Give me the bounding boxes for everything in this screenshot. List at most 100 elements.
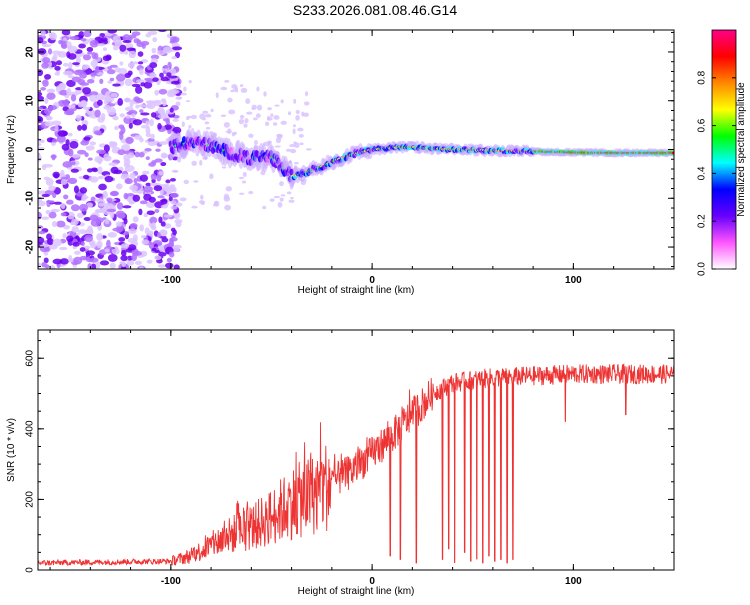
noise-blob <box>169 68 177 75</box>
noise-blob <box>225 186 232 192</box>
noise-blob <box>145 120 150 126</box>
top-x-tick-label: 100 <box>565 275 582 286</box>
noise-blob <box>124 78 133 87</box>
noise-blob <box>168 240 174 248</box>
noise-blob <box>160 76 169 82</box>
noise-blob <box>170 177 176 182</box>
noise-blob <box>69 35 80 41</box>
noise-blob <box>264 121 270 127</box>
noise-blob <box>279 181 284 187</box>
noise-blob <box>121 249 127 257</box>
noise-blob <box>52 171 60 178</box>
noise-blob <box>131 254 137 262</box>
noise-blob <box>154 89 160 96</box>
noise-blob <box>71 161 76 165</box>
noise-blob <box>60 212 67 217</box>
noise-blob <box>131 113 136 118</box>
noise-blob <box>175 96 183 100</box>
noise-blob <box>181 121 185 128</box>
noise-blob <box>242 171 247 177</box>
noise-blob <box>151 222 156 229</box>
noise-blob <box>51 120 62 126</box>
noise-blob <box>44 121 54 127</box>
noise-blob <box>79 187 88 194</box>
noise-blob <box>146 79 155 83</box>
noise-blob <box>67 75 75 79</box>
noise-blob <box>139 174 149 182</box>
noise-blob <box>168 196 173 202</box>
noise-blob <box>60 179 68 185</box>
noise-blob <box>125 115 131 119</box>
noise-blob <box>214 200 220 207</box>
noise-blob <box>99 260 110 266</box>
noise-blob <box>54 72 60 76</box>
noise-blob <box>183 179 190 185</box>
noise-blob <box>55 85 61 93</box>
noise-blob <box>70 94 77 102</box>
noise-blob <box>50 208 60 213</box>
noise-blob <box>119 132 124 141</box>
noise-blob <box>121 261 126 268</box>
noise-blob <box>73 185 79 194</box>
noise-blob <box>98 202 106 207</box>
noise-blob <box>90 72 97 77</box>
noise-blob <box>159 141 169 145</box>
noise-blob <box>38 95 45 102</box>
noise-blob <box>67 177 78 185</box>
noise-blob <box>160 221 166 227</box>
noise-blob <box>62 233 67 239</box>
noise-blob <box>44 108 52 115</box>
noise-blob <box>71 226 79 233</box>
noise-blob <box>280 194 286 197</box>
noise-blob <box>179 197 187 202</box>
noise-blob <box>78 31 85 39</box>
noise-blob <box>273 115 280 120</box>
noise-blob <box>147 230 154 237</box>
noise-blob <box>77 149 87 155</box>
noise-blob <box>295 115 300 121</box>
noise-blob <box>143 212 149 218</box>
noise-blob <box>204 121 210 125</box>
noise-blob <box>154 208 160 213</box>
noise-blob <box>77 229 88 234</box>
bottom-plot-frame <box>37 329 675 571</box>
noise-blob <box>102 47 108 52</box>
noise-blob <box>94 261 101 269</box>
noise-blob <box>113 169 123 174</box>
noise-blob <box>69 140 79 149</box>
noise-blob <box>170 192 179 198</box>
noise-blob <box>112 35 121 44</box>
noise-blob <box>293 142 300 148</box>
noise-blob <box>103 104 111 110</box>
noise-blob <box>160 204 168 209</box>
noise-blob <box>38 91 43 97</box>
noise-blob <box>77 124 83 131</box>
noise-blob <box>128 50 137 59</box>
noise-blob <box>209 173 214 180</box>
noise-blob <box>62 62 69 67</box>
noise-blob <box>279 197 284 202</box>
noise-blob <box>62 70 73 76</box>
noise-blob <box>38 111 42 117</box>
noise-blob <box>91 51 97 59</box>
noise-blob <box>40 30 46 37</box>
noise-blob <box>89 39 99 48</box>
noise-blob <box>269 198 275 202</box>
noise-blob <box>62 161 73 168</box>
noise-blob <box>89 176 99 183</box>
noise-blob <box>42 79 49 87</box>
noise-blob <box>139 224 145 232</box>
noise-blob <box>90 242 97 249</box>
colorbar-tick-label: 0.6 <box>697 118 708 132</box>
noise-blob <box>221 166 227 169</box>
noise-blob <box>90 60 98 68</box>
noise-blob <box>159 72 164 78</box>
noise-blob <box>137 61 144 65</box>
noise-blob <box>82 54 92 61</box>
noise-blob <box>95 93 104 101</box>
noise-blob <box>80 140 89 146</box>
noise-blob <box>227 128 232 135</box>
noise-blob <box>303 101 310 106</box>
noise-blob <box>294 161 299 165</box>
noise-blob <box>49 32 57 41</box>
